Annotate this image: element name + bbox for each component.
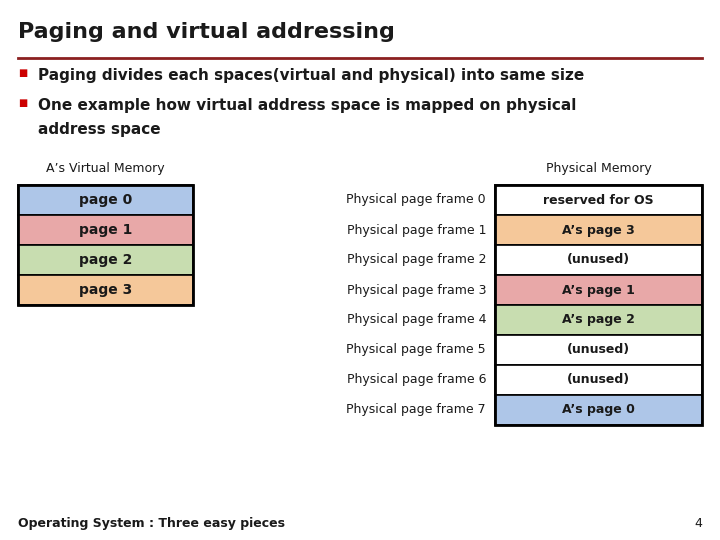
Text: page 0: page 0 <box>79 193 132 207</box>
Text: Physical page frame 6: Physical page frame 6 <box>346 374 486 387</box>
Text: page 2: page 2 <box>78 253 132 267</box>
FancyBboxPatch shape <box>495 275 702 305</box>
Text: (unused): (unused) <box>567 343 630 356</box>
Text: ■: ■ <box>18 98 27 108</box>
Text: Paging divides each spaces(virtual and physical) into same size: Paging divides each spaces(virtual and p… <box>38 68 584 83</box>
Text: address space: address space <box>38 122 161 137</box>
Text: Operating System : Three easy pieces: Operating System : Three easy pieces <box>18 517 285 530</box>
FancyBboxPatch shape <box>495 245 702 275</box>
Text: Physical page frame 4: Physical page frame 4 <box>346 314 486 327</box>
Text: reserved for OS: reserved for OS <box>543 193 654 206</box>
Text: A’s page 3: A’s page 3 <box>562 224 635 237</box>
FancyBboxPatch shape <box>495 185 702 215</box>
Text: Physical page frame 0: Physical page frame 0 <box>346 193 486 206</box>
Text: ■: ■ <box>18 68 27 78</box>
FancyBboxPatch shape <box>495 335 702 365</box>
Text: Physical page frame 2: Physical page frame 2 <box>346 253 486 267</box>
Text: A’s page 1: A’s page 1 <box>562 284 635 296</box>
Text: A’s Virtual Memory: A’s Virtual Memory <box>46 162 165 175</box>
Text: (unused): (unused) <box>567 253 630 267</box>
Text: page 3: page 3 <box>79 283 132 297</box>
Text: One example how virtual address space is mapped on physical: One example how virtual address space is… <box>38 98 577 113</box>
Text: Paging and virtual addressing: Paging and virtual addressing <box>18 22 395 42</box>
Text: Physical page frame 5: Physical page frame 5 <box>346 343 486 356</box>
FancyBboxPatch shape <box>495 365 702 395</box>
FancyBboxPatch shape <box>495 305 702 335</box>
FancyBboxPatch shape <box>18 215 193 245</box>
Text: A’s page 2: A’s page 2 <box>562 314 635 327</box>
Text: (unused): (unused) <box>567 374 630 387</box>
FancyBboxPatch shape <box>18 185 193 215</box>
Text: 4: 4 <box>694 517 702 530</box>
Text: A’s page 0: A’s page 0 <box>562 403 635 416</box>
FancyBboxPatch shape <box>18 275 193 305</box>
FancyBboxPatch shape <box>18 245 193 275</box>
Text: page 1: page 1 <box>78 223 132 237</box>
FancyBboxPatch shape <box>495 395 702 425</box>
Text: Physical page frame 3: Physical page frame 3 <box>346 284 486 296</box>
FancyBboxPatch shape <box>495 215 702 245</box>
Text: Physical page frame 1: Physical page frame 1 <box>346 224 486 237</box>
Text: Physical Memory: Physical Memory <box>546 162 652 175</box>
Text: Physical page frame 7: Physical page frame 7 <box>346 403 486 416</box>
